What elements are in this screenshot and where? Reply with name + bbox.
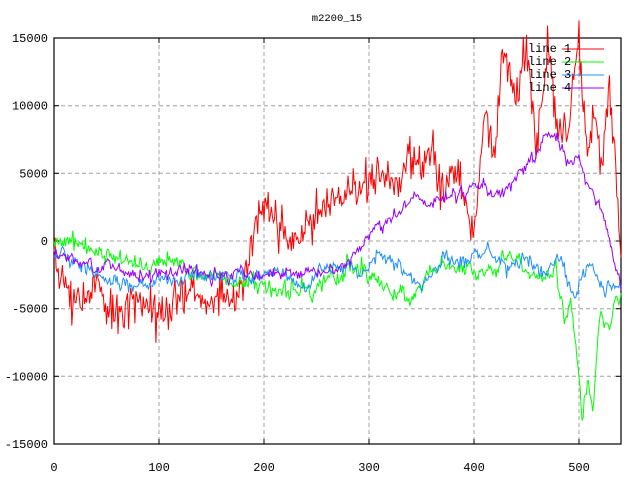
svg-text:500: 500 [568,461,590,475]
svg-text:100: 100 [148,461,170,475]
svg-text:300: 300 [358,461,380,475]
svg-text:400: 400 [463,461,485,475]
svg-text:10000: 10000 [12,100,48,114]
svg-text:0: 0 [50,461,57,475]
svg-text:-5000: -5000 [12,303,48,317]
svg-text:5000: 5000 [19,167,48,181]
svg-text:-15000: -15000 [5,438,48,452]
svg-text:-10000: -10000 [5,370,48,384]
svg-text:m2200_15: m2200_15 [312,13,362,25]
svg-text:line 2: line 2 [528,55,571,69]
svg-text:200: 200 [253,461,275,475]
svg-text:line 3: line 3 [528,68,571,82]
svg-text:line 4: line 4 [528,81,571,95]
svg-text:15000: 15000 [12,32,48,46]
svg-text:line 1: line 1 [528,42,571,56]
svg-text:0: 0 [41,235,48,249]
